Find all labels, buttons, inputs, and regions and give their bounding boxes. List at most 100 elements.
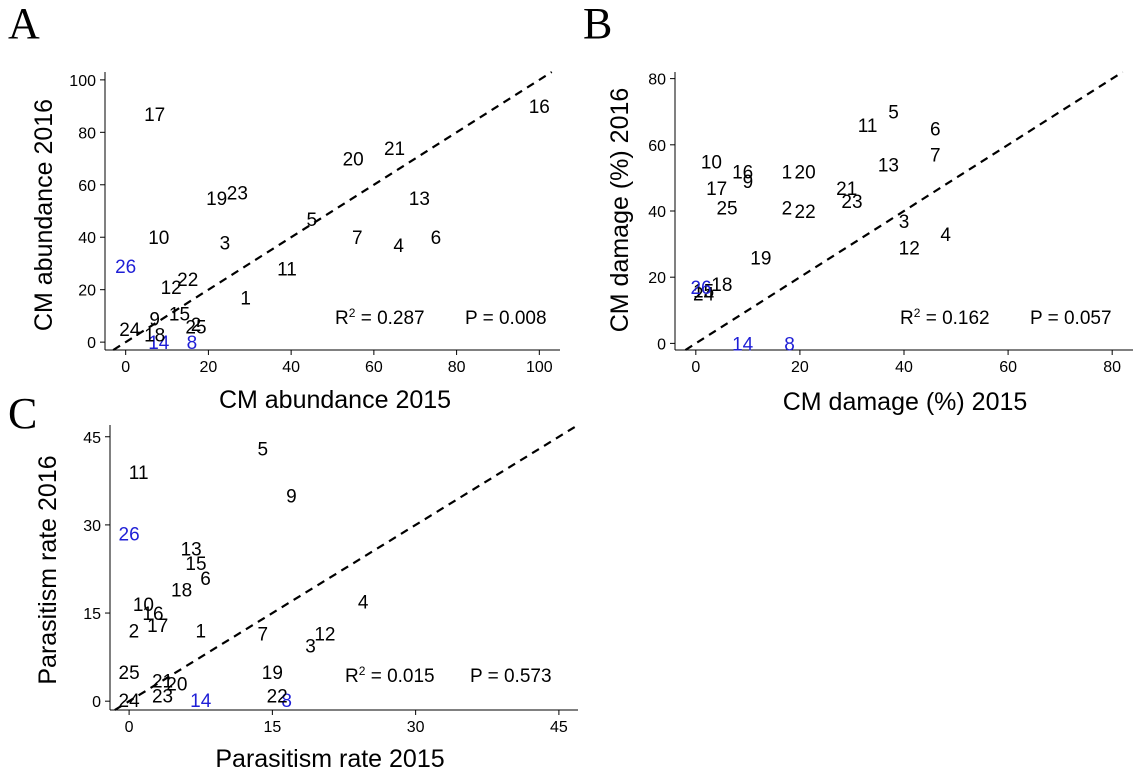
point-label: 18 [711, 275, 732, 296]
point-label: 12 [899, 238, 920, 259]
point-label: 16 [732, 162, 753, 183]
point-label: 24 [119, 691, 141, 712]
panel-a: A 0 20 40 60 80 100 0 20 40 60 80 100 CM abundance 20… [8, 0, 560, 414]
reference-line [684, 71, 1124, 351]
point-label: 7 [352, 228, 363, 249]
point-label: 22 [177, 270, 198, 291]
point-label: 11 [129, 463, 149, 484]
point-label: 1 [195, 622, 206, 643]
panel-b: B 0 20 40 60 80 0 20 40 60 80 CM damage (%) 2015 CM … [583, 0, 1133, 416]
point-label: 17 [147, 616, 168, 637]
point-label: 2 [191, 315, 202, 336]
x-tick-label: 80 [448, 359, 466, 376]
point-label: 25 [716, 199, 737, 220]
x-tick-label: 100 [526, 359, 553, 376]
y-tick-label: 0 [657, 336, 666, 353]
point-label: 15 [169, 304, 190, 325]
point-label: 2 [129, 622, 140, 643]
point-label: 14 [190, 691, 212, 712]
point-label: 25 [119, 663, 140, 684]
point-label: 5 [258, 440, 269, 461]
y-tick-label: 0 [92, 694, 101, 711]
reference-line [114, 424, 579, 711]
point-label: 21 [836, 179, 857, 200]
point-label: 18 [171, 581, 192, 602]
x-tick-label: 60 [365, 359, 383, 376]
point-label: 9 [743, 172, 754, 193]
point-label: 10 [133, 595, 154, 616]
point-label: 17 [706, 179, 727, 200]
point-label: 3 [305, 636, 316, 657]
x-tick-label: 60 [999, 359, 1017, 376]
x-tick-label: 0 [691, 359, 700, 376]
x-tick-label: 30 [407, 719, 425, 736]
y-tick-label: 40 [648, 204, 666, 221]
p-value-label: P = 0.008 [465, 308, 547, 329]
point-label: 3 [899, 212, 910, 233]
point-label: 26 [690, 278, 711, 299]
point-label: 12 [161, 278, 182, 299]
point-label: 5 [307, 210, 318, 231]
y-tick-label: 45 [83, 430, 101, 447]
y-tick-label: 40 [78, 230, 96, 247]
point-label: 8 [281, 691, 292, 712]
x-tick-label: 20 [200, 359, 218, 376]
r-squared-label: R2 = 0.287 [335, 306, 425, 329]
point-label: 16 [529, 97, 550, 118]
point-label: 19 [750, 248, 771, 269]
point-label: 6 [200, 569, 211, 590]
point-label: 26 [119, 525, 140, 546]
point-label: 1 [240, 289, 251, 310]
point-label: 13 [409, 189, 430, 210]
point-label: 10 [148, 228, 169, 249]
reference-line [112, 71, 553, 351]
point-label: 11 [277, 260, 297, 281]
y-axis-title: CM abundance 2016 [30, 99, 58, 331]
point-label: 8 [784, 334, 795, 355]
point-label: 21 [152, 672, 173, 693]
point-label: 9 [286, 487, 297, 508]
point-label: 6 [930, 119, 941, 140]
y-tick-label: 20 [78, 283, 96, 300]
point-label: 22 [267, 686, 288, 707]
y-tick-label: 30 [83, 518, 101, 535]
point-label: 25 [185, 317, 206, 338]
point-label: 4 [358, 592, 369, 613]
y-tick-label: 0 [87, 335, 96, 352]
x-tick-label: 20 [791, 359, 809, 376]
point-label: 7 [258, 625, 269, 646]
point-label: 6 [431, 228, 442, 249]
x-axis-title: CM abundance 2015 [219, 386, 451, 414]
point-label: 23 [227, 184, 248, 205]
y-tick-label: 60 [78, 178, 96, 195]
y-tick-label: 80 [648, 72, 666, 89]
point-label: 12 [314, 625, 335, 646]
point-label: 22 [795, 202, 816, 223]
x-tick-label: 80 [1103, 359, 1121, 376]
point-label: 24 [119, 320, 141, 341]
point-label: 26 [115, 257, 136, 278]
x-tick-label: 40 [895, 359, 913, 376]
y-axis-title: Parasitism rate 2016 [34, 455, 62, 684]
point-label: 4 [940, 225, 951, 246]
point-label: 2 [782, 199, 793, 220]
point-label: 20 [795, 162, 816, 183]
y-tick-label: 60 [648, 138, 666, 155]
point-label: 23 [841, 192, 862, 213]
point-label: 20 [343, 150, 364, 171]
y-tick-label: 80 [78, 125, 96, 142]
point-label: 15 [185, 554, 206, 575]
point-label: 19 [206, 189, 227, 210]
y-axis-title: CM damage (%) 2016 [606, 88, 634, 333]
point-label: 1 [782, 162, 793, 183]
point-label: 16 [142, 604, 163, 625]
point-label: 14 [148, 333, 170, 354]
point-label: 7 [930, 146, 941, 167]
point-label: 9 [149, 310, 160, 331]
point-label: 4 [393, 236, 404, 257]
x-tick-label: 45 [550, 719, 568, 736]
point-label: 8 [187, 333, 198, 354]
point-label: 11 [858, 116, 878, 137]
